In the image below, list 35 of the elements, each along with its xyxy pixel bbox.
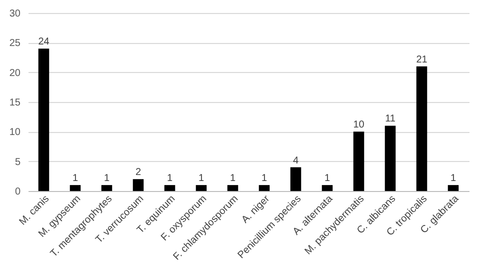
bar bbox=[164, 185, 176, 191]
y-tick-label: 15 bbox=[9, 98, 21, 108]
data-label: 1 bbox=[104, 173, 110, 184]
data-label: 24 bbox=[38, 36, 50, 48]
bar bbox=[101, 185, 112, 191]
y-tick-label: 30 bbox=[9, 8, 21, 20]
bar bbox=[416, 66, 428, 191]
bar bbox=[353, 132, 364, 191]
y-tick-label: 0 bbox=[14, 186, 21, 198]
data-label: 1 bbox=[261, 173, 268, 184]
data-label: 1 bbox=[450, 173, 456, 184]
bar bbox=[322, 185, 333, 191]
y-tick-label: 25 bbox=[9, 38, 21, 50]
data-label: 1 bbox=[198, 173, 204, 184]
bar bbox=[38, 48, 50, 191]
bar bbox=[384, 126, 396, 191]
bar bbox=[227, 185, 238, 191]
bar bbox=[448, 185, 459, 191]
bar bbox=[290, 167, 302, 191]
data-label: 1 bbox=[166, 173, 173, 184]
data-label: 1 bbox=[324, 173, 330, 184]
bar bbox=[258, 185, 270, 191]
bar bbox=[132, 179, 144, 191]
data-label: 10 bbox=[353, 120, 365, 131]
data-label: 1 bbox=[230, 173, 236, 184]
y-tick-label: 20 bbox=[9, 68, 21, 79]
bar bbox=[196, 185, 207, 191]
data-label: 11 bbox=[385, 114, 396, 125]
data-label: 4 bbox=[292, 155, 299, 166]
data-label: 2 bbox=[135, 167, 142, 178]
data-label: 21 bbox=[416, 54, 428, 66]
bar bbox=[70, 185, 81, 191]
y-tick-label: 10 bbox=[9, 127, 21, 138]
data-label: 1 bbox=[72, 173, 78, 184]
y-tick-label: 5 bbox=[14, 156, 21, 168]
